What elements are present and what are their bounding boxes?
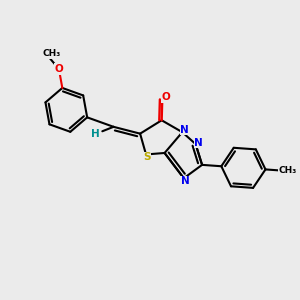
Text: O: O [161, 92, 170, 102]
Text: H: H [91, 129, 99, 139]
Text: N: N [180, 125, 189, 135]
Text: N: N [181, 176, 190, 186]
Text: N: N [194, 138, 203, 148]
Text: CH₃: CH₃ [42, 49, 60, 58]
Text: CH₃: CH₃ [278, 166, 297, 175]
Text: S: S [143, 152, 150, 162]
Text: O: O [55, 64, 63, 74]
